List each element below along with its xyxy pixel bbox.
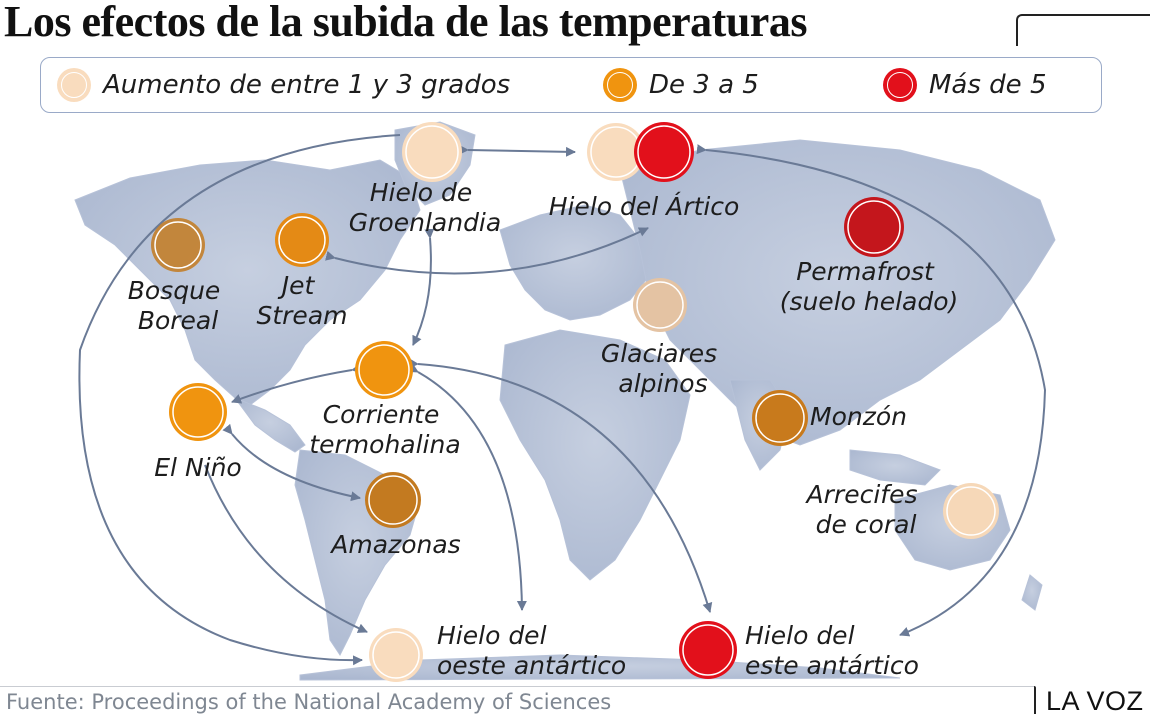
arrow-groenlandia-artico (458, 144, 576, 157)
connection-arrows (78, 134, 1047, 666)
arrow-big-loop-east (696, 144, 1047, 637)
continent-europe (499, 204, 651, 321)
legend-dot-medium-icon (603, 68, 637, 102)
marker-arrecifes-coral (943, 483, 999, 539)
label-glaciares-alpinos: Glaciares alpinos (601, 339, 725, 398)
marker-hielo-artico (587, 122, 694, 182)
map-labels: Bosque Boreal Jet Stream Hielo de Groenl… (128, 178, 959, 680)
label-permafrost: Permafrost (suelo helado) (780, 257, 959, 316)
marker-permafrost (844, 197, 904, 257)
legend-dot-high-icon (883, 68, 917, 102)
title-bracket-decoration (1016, 14, 1150, 46)
marker-hielo-este-antartico (679, 621, 737, 679)
legend-label-high: Más de 5 (929, 70, 1047, 100)
marker-amazonas (365, 472, 421, 528)
label-arrecifes-coral: Arrecifes de coral (805, 480, 926, 539)
arrow-groenlandia-corriente (412, 228, 435, 346)
label-hielo-oeste-antartico: Hielo del oeste antártico (437, 621, 626, 680)
label-hielo-artico: Hielo del Ártico (549, 192, 740, 221)
continent-new-zealand (1021, 574, 1043, 611)
label-hielo-groenlandia: Hielo de Groenlandia (349, 178, 501, 237)
marker-corriente-termohalina (355, 341, 413, 399)
tipping-points (151, 122, 999, 682)
label-el-nino: El Niño (154, 453, 241, 482)
page-title: Los efectos de la subida de las temperat… (4, 0, 807, 46)
legend-item-low: Aumento de entre 1 y 3 grados (57, 65, 510, 105)
brand-logo-text: LA VOZ (1046, 686, 1144, 716)
arrow-corriente-elnino (231, 363, 362, 404)
footer-rule (0, 686, 1034, 687)
arrow-elnino-oeste (204, 464, 368, 633)
marker-monzon (752, 390, 808, 446)
arrow-elnino-amazonas (222, 423, 361, 502)
marker-hielo-groenlandia (402, 122, 462, 182)
marker-jet-stream (275, 213, 329, 267)
brand-bracket-decoration (1034, 686, 1036, 714)
continent-north-america (74, 159, 421, 406)
marker-glaciares-alpinos (633, 278, 687, 332)
legend-dot-low-icon (57, 68, 91, 102)
marker-hielo-oeste-antartico (369, 628, 423, 682)
arrow-jetstream-artico (325, 227, 649, 275)
source-note: Fuente: Proceedings of the National Acad… (6, 690, 612, 714)
legend: Aumento de entre 1 y 3 grados De 3 a 5 M… (40, 57, 1102, 113)
marker-el-nino (169, 383, 227, 441)
label-amazonas: Amazonas (329, 530, 460, 559)
legend-label-medium: De 3 a 5 (649, 70, 759, 100)
arrow-big-loop-west (78, 134, 401, 666)
label-jet-stream: Jet Stream (256, 271, 347, 330)
label-bosque-boreal: Bosque Boreal (128, 276, 229, 335)
marker-bosque-boreal (151, 218, 205, 272)
legend-item-high: Más de 5 (883, 65, 1046, 105)
label-hielo-este-antartico: Hielo del este antártico (745, 621, 919, 680)
legend-item-medium: De 3 a 5 (603, 65, 759, 105)
arrow-corriente-este (408, 358, 713, 613)
world-map: Bosque Boreal Jet Stream Hielo de Groenl… (74, 121, 1056, 682)
continent-central-america (233, 396, 306, 453)
label-monzon: Monzón (810, 402, 907, 431)
legend-label-low: Aumento de entre 1 y 3 grados (103, 70, 511, 100)
label-corriente-termohalina: Corriente termohalina (309, 400, 460, 459)
